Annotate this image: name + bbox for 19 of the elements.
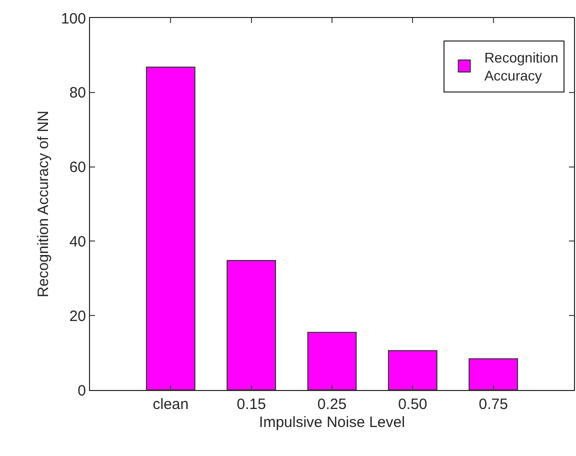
x-tick-label: 0.15	[236, 396, 266, 413]
bar	[307, 332, 357, 390]
y-axis-title: Recognition Accuracy of NN	[35, 110, 52, 298]
y-tick-label: 100	[60, 10, 86, 28]
bar	[468, 358, 518, 390]
bar	[146, 66, 196, 390]
bar	[388, 350, 438, 390]
y-tick-label: 40	[69, 233, 86, 250]
bar	[226, 260, 276, 390]
y-tick-label: 80	[69, 84, 86, 102]
y-tick-label: 0	[78, 382, 86, 400]
x-tick-label: clean	[152, 396, 189, 413]
x-axis-title: Impulsive Noise Level	[259, 414, 405, 431]
legend-label: Recognition Accuracy	[484, 49, 558, 84]
y-tick-label: 60	[69, 159, 86, 176]
x-tick-label: 0.75	[478, 396, 508, 413]
y-tick-label: 20	[69, 308, 86, 325]
x-tick-label: 0.50	[398, 396, 428, 413]
x-tick-label: 0.25	[317, 396, 347, 413]
